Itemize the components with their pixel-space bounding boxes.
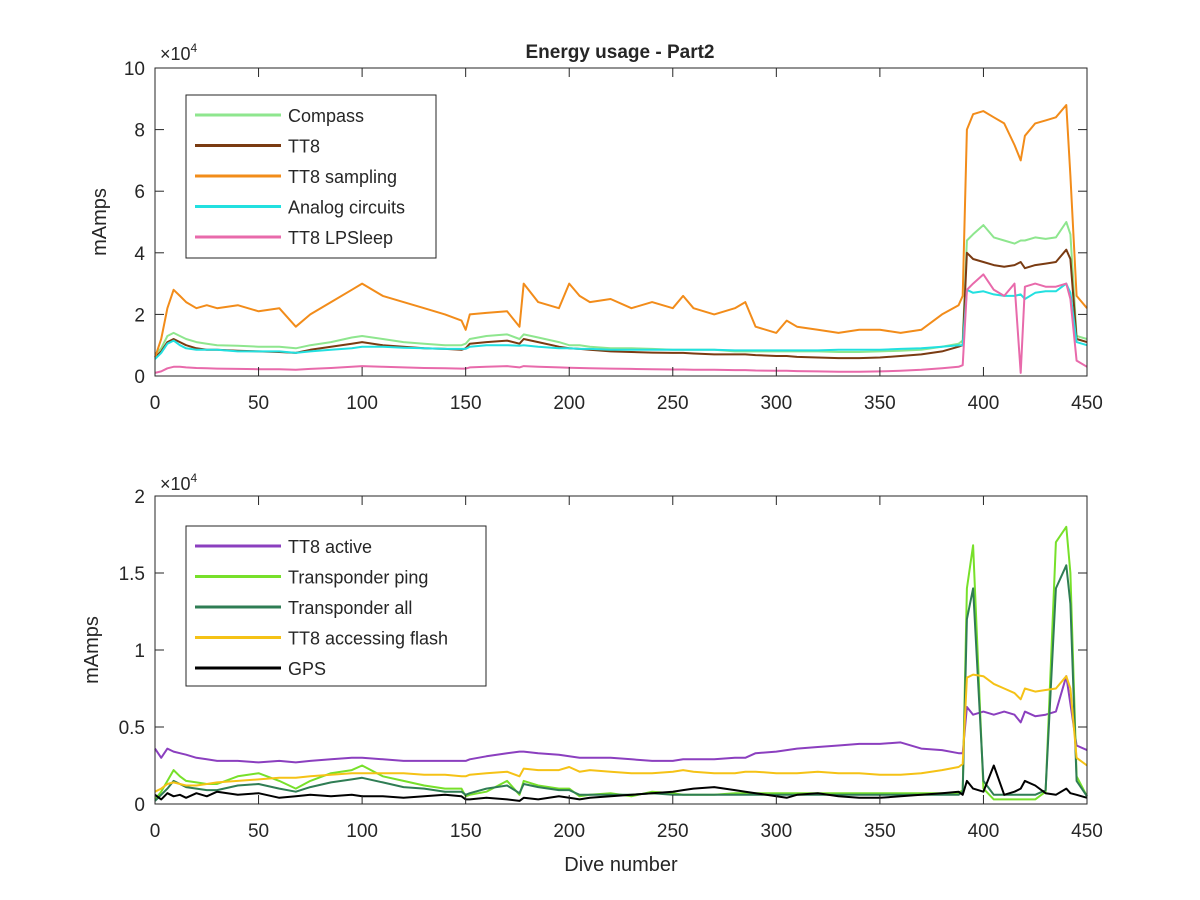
- x-tick-label: 50: [248, 821, 269, 842]
- y-tick-label: 4: [134, 244, 145, 265]
- series-line-tt8-sampling: [154, 104, 1088, 358]
- y-tick-label: 0: [134, 795, 145, 816]
- legend-entry-label: Compass: [288, 106, 364, 126]
- x-tick-label: 150: [450, 393, 482, 414]
- x-tick-label: 450: [1071, 393, 1103, 414]
- legend-entry-label: TT8 active: [288, 537, 372, 557]
- x-tick-label: 200: [553, 821, 585, 842]
- x-tick-label: 400: [968, 821, 1000, 842]
- y-axis-label: mAmps: [89, 188, 111, 256]
- x-tick-label: 100: [346, 393, 378, 414]
- top-chart-plot-frame: [154, 67, 1088, 377]
- x-tick-label: 0: [150, 821, 161, 842]
- series-line-analog-circuits: [154, 282, 1088, 360]
- top-chart-legend: Compass TT8 TT8 sampling Analog circuits TT8…: [185, 94, 437, 259]
- y-tick-label: 1.5: [119, 564, 145, 585]
- x-tick-label: 300: [760, 821, 792, 842]
- x-tick-label: 100: [346, 821, 378, 842]
- y-tick-label: 0: [134, 367, 145, 388]
- x-tick-label: 200: [553, 393, 585, 414]
- legend-entry-label: TT8 sampling: [288, 167, 397, 187]
- x-tick-label: 300: [760, 393, 792, 414]
- bottom-chart-axes: 0 50 100 150 200 250 300 350 400 450 0 0.5 1 1.5 2: [119, 487, 1103, 842]
- series-line-tt8-accessing-flash: [154, 673, 1088, 793]
- x-tick-label: 350: [864, 393, 896, 414]
- y-tick-label: 0.5: [119, 718, 145, 739]
- x-axis-label: Dive number: [564, 854, 678, 876]
- x-tick-label: 250: [657, 821, 689, 842]
- y-tick-label: 2: [134, 305, 145, 326]
- y-axis-exponent-label: ×104: [160, 41, 198, 64]
- series-line-tt8-lpsleep: [154, 273, 1088, 374]
- chart-title: Energy usage - Part2: [525, 42, 714, 63]
- legend-entry-label: Transponder ping: [288, 568, 428, 588]
- legend-entry-label: Transponder all: [288, 598, 412, 618]
- bottom-chart-panel: ×104 mAmps Dive number 0 50 100 150 200 250 30…: [81, 471, 1103, 876]
- bottom-chart-legend: TT8 active Transponder ping Transponder al…: [185, 525, 487, 687]
- series-line-tt8-active: [154, 675, 1088, 764]
- top-chart-series-lines: [154, 104, 1088, 374]
- y-tick-label: 10: [124, 59, 145, 80]
- x-tick-label: 0: [150, 393, 161, 414]
- series-line-gps: [154, 764, 1088, 802]
- legend-entry-label: GPS: [288, 659, 326, 679]
- y-axis-label: mAmps: [81, 616, 103, 684]
- y-tick-label: 2: [134, 487, 145, 508]
- y-axis-exponent-label: ×104: [160, 471, 198, 494]
- legend-entry-label: TT8: [288, 137, 320, 157]
- series-line-compass: [154, 221, 1088, 356]
- x-tick-label: 400: [968, 393, 1000, 414]
- top-chart-axes: 0 50 100 150 200 250 300 350 400 450 0 2 4 6 8 10: [124, 59, 1103, 414]
- legend-entry-label: TT8 LPSleep: [288, 228, 393, 248]
- x-tick-label: 350: [864, 821, 896, 842]
- legend-entry-label: TT8 accessing flash: [288, 629, 448, 649]
- y-tick-label: 8: [134, 121, 145, 142]
- y-tick-label: 1: [134, 641, 145, 662]
- x-tick-label: 150: [450, 821, 482, 842]
- y-tick-label: 6: [134, 182, 145, 203]
- x-tick-label: 450: [1071, 821, 1103, 842]
- x-tick-label: 250: [657, 393, 689, 414]
- top-chart-panel: Energy usage - Part2 ×104 mAmps 0 50 100 15…: [89, 41, 1103, 414]
- legend-entry-label: Analog circuits: [288, 198, 405, 218]
- x-tick-label: 50: [248, 393, 269, 414]
- bottom-chart-series-lines: [154, 525, 1088, 802]
